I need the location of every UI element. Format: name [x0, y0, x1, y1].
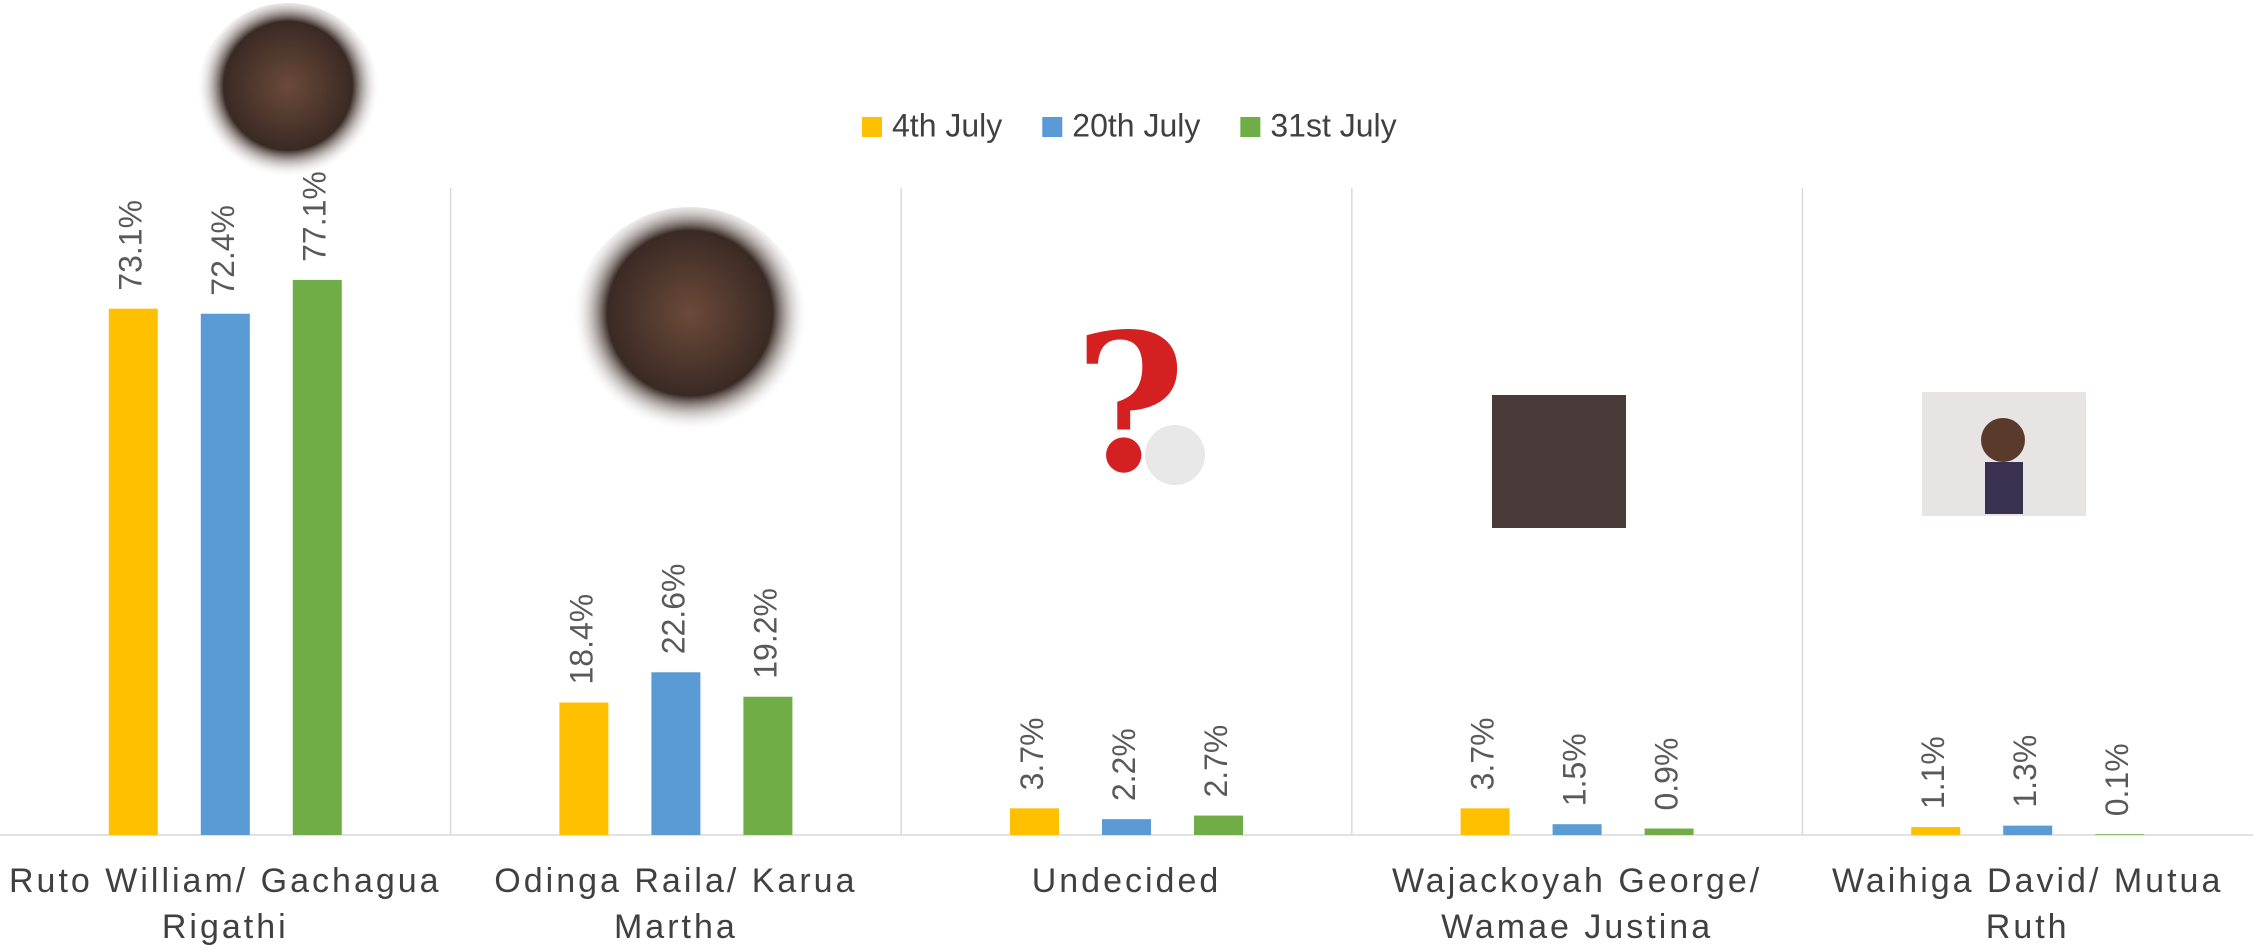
value-label: 2.2%	[1106, 728, 1142, 801]
value-label: 22.6%	[655, 564, 691, 655]
legend-label: 4th July	[892, 107, 1002, 143]
bar	[1645, 829, 1694, 835]
value-label: 2.7%	[1198, 725, 1234, 798]
value-label: 0.1%	[2099, 743, 2135, 816]
legend-swatch	[1240, 117, 1260, 137]
page: {"chart_data": {"type": "bar", "categori…	[0, 0, 2253, 952]
x-tick-label: Waihiga David/ Mutua Ruth	[1808, 858, 2248, 950]
bar	[1102, 819, 1151, 835]
bar	[1194, 816, 1243, 835]
value-label: 19.2%	[747, 588, 783, 679]
candidate-photo	[196, 3, 380, 187]
legend-label: 31st July	[1270, 107, 1396, 143]
legend-swatch	[862, 117, 882, 137]
value-label: 1.3%	[2007, 735, 2043, 808]
value-label: 1.5%	[1557, 733, 1593, 806]
chart: ? 4th July 20th July 31st July 73.1% 18.4% 3.…	[0, 0, 2253, 952]
legend-label: 20th July	[1072, 107, 1200, 143]
bar	[293, 280, 342, 835]
bar	[1911, 827, 1960, 835]
x-tick-label: Odinga Raila/ Karua Martha	[456, 858, 896, 950]
candidate-photo	[572, 207, 808, 443]
bar	[201, 314, 250, 835]
bar	[743, 697, 792, 835]
x-tick-label: Ruto William/ Gachagua Rigathi	[5, 858, 445, 950]
bar	[2095, 834, 2144, 835]
value-label: 73.1%	[113, 200, 149, 291]
x-tick-label: Wajackoyah George/ Wamae Justina	[1357, 858, 1797, 950]
value-label: 18.4%	[563, 594, 599, 685]
legend: 4th July 20th July 31st July	[862, 107, 1397, 143]
value-label: 3.7%	[1465, 717, 1501, 790]
bar	[651, 672, 700, 835]
question-icon: ?	[1074, 292, 1205, 515]
bar	[1461, 808, 1510, 835]
bar	[2003, 826, 2052, 835]
value-label: 77.1%	[297, 171, 333, 262]
value-label: 3.7%	[1014, 717, 1050, 790]
bar	[559, 703, 608, 835]
candidate-photo	[1492, 395, 1626, 528]
bar	[109, 309, 158, 835]
value-label: 1.1%	[1915, 736, 1951, 809]
bar	[1553, 824, 1602, 835]
x-tick-label: Undecided	[907, 858, 1347, 904]
legend-swatch	[1042, 117, 1062, 137]
value-label: 72.4%	[205, 205, 241, 296]
value-label: 0.9%	[1649, 738, 1685, 811]
bar	[1010, 808, 1059, 835]
